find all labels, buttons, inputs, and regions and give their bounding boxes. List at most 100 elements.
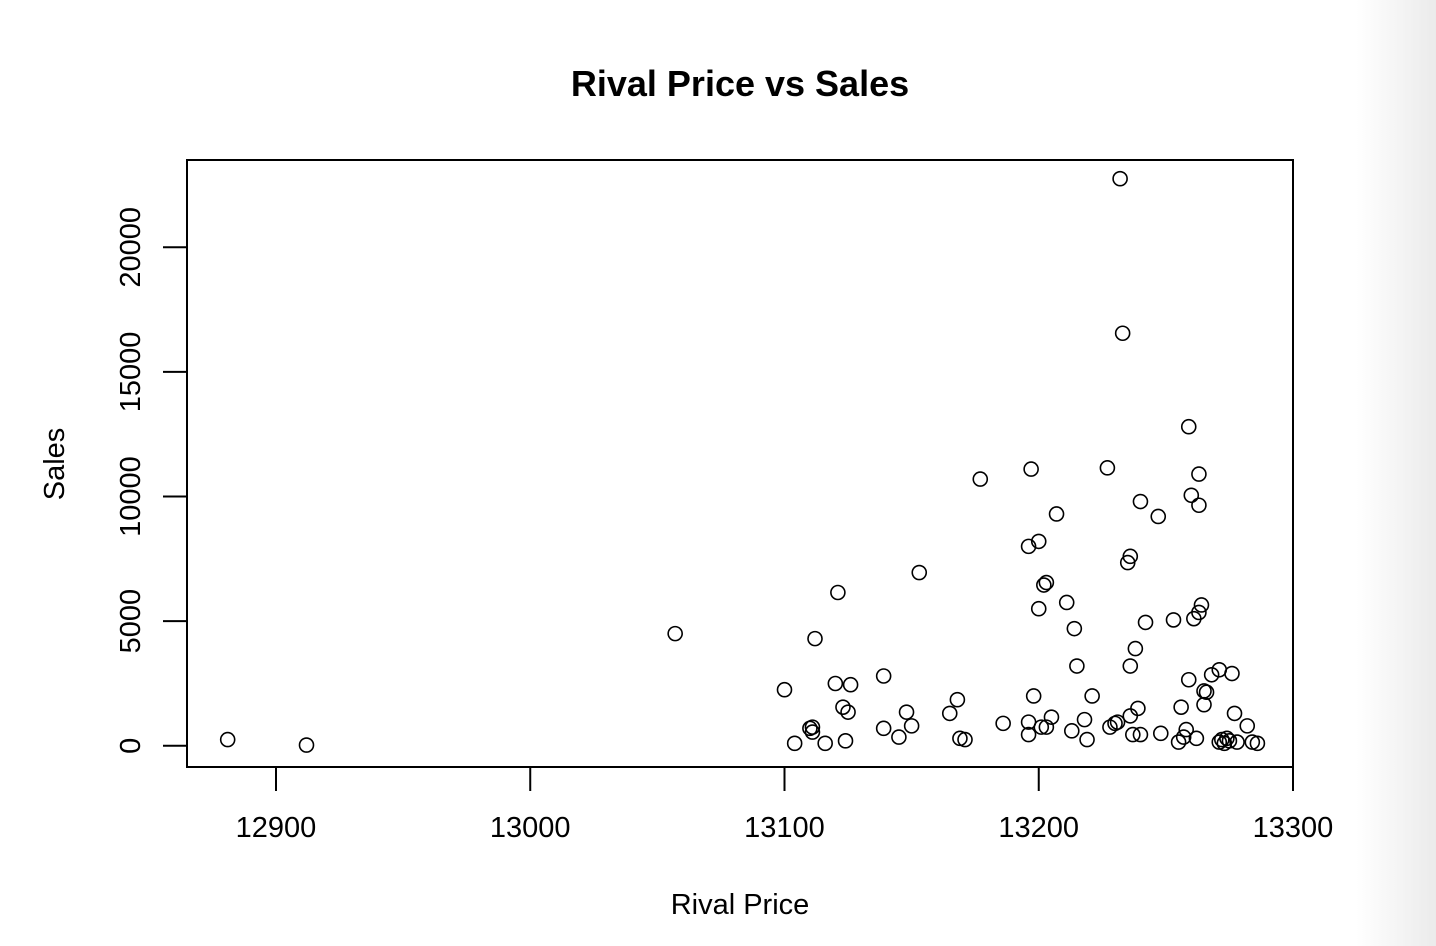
data-point <box>1183 487 1200 504</box>
y-axis-label: Sales <box>39 428 71 501</box>
data-point <box>972 471 989 487</box>
data-point <box>1229 734 1245 750</box>
data-point <box>1099 460 1116 476</box>
data-point <box>957 731 973 748</box>
data-point <box>842 676 859 693</box>
window-edge-shadow <box>1356 0 1436 946</box>
data-point <box>804 719 821 735</box>
data-point <box>1191 497 1207 514</box>
data-point <box>1130 700 1146 717</box>
data-point <box>875 668 892 684</box>
data-point <box>1084 688 1100 704</box>
data-point <box>776 681 793 698</box>
x-axis: 12900 13000 13100 13200 13300 <box>236 766 1334 844</box>
data-point <box>1132 493 1149 510</box>
data-point <box>898 704 915 720</box>
data-point <box>1102 719 1118 735</box>
data-point <box>1152 725 1169 742</box>
data-point <box>1122 708 1139 724</box>
data-point <box>1020 538 1037 555</box>
data-point <box>1249 735 1266 752</box>
data-point <box>1198 684 1215 701</box>
data-point <box>1020 726 1037 743</box>
data-point <box>1066 620 1083 637</box>
data-point <box>1114 325 1131 342</box>
data-point <box>1175 729 1192 745</box>
data-point <box>1122 658 1139 674</box>
data-point <box>1239 718 1256 734</box>
data-points <box>219 170 1266 753</box>
data-point <box>1043 709 1060 725</box>
data-point <box>903 718 920 734</box>
data-point <box>1038 574 1055 591</box>
data-point <box>1048 506 1065 522</box>
data-point <box>1076 711 1093 728</box>
data-point <box>219 731 236 748</box>
data-point <box>1132 726 1149 743</box>
data-point <box>1030 600 1047 617</box>
x-tick-label: 12900 <box>236 812 317 844</box>
data-point <box>1125 726 1141 743</box>
data-point <box>1064 723 1080 739</box>
x-axis-label: Rival Price <box>671 889 810 921</box>
data-point <box>1193 597 1210 613</box>
data-point <box>1112 170 1128 187</box>
data-point <box>1165 612 1182 628</box>
x-tick-label: 13100 <box>744 812 825 844</box>
data-point <box>1127 640 1144 657</box>
y-tick-label: 20000 <box>115 207 147 288</box>
data-point <box>1191 466 1207 482</box>
data-point <box>949 691 966 708</box>
data-point <box>891 729 907 745</box>
plot-frame <box>186 159 1294 768</box>
data-point <box>1025 688 1042 704</box>
data-point <box>1221 733 1238 749</box>
data-point <box>1069 658 1085 674</box>
data-point <box>1180 671 1197 688</box>
data-point <box>911 564 928 581</box>
data-point <box>1180 418 1197 435</box>
chart-title: Rival Price vs Sales <box>571 63 909 104</box>
data-point <box>1203 666 1220 683</box>
data-point <box>667 625 683 642</box>
data-point <box>1219 730 1235 747</box>
data-point <box>1109 714 1126 730</box>
data-point <box>1137 614 1154 631</box>
data-point <box>1170 734 1187 750</box>
y-tick-label: 10000 <box>115 456 147 537</box>
data-point <box>830 584 846 601</box>
x-tick-label: 13300 <box>1253 812 1334 844</box>
data-point <box>1196 696 1212 713</box>
data-point <box>1030 533 1047 550</box>
data-point <box>1036 577 1052 593</box>
data-point <box>804 724 821 740</box>
data-point <box>827 675 844 692</box>
data-point <box>835 699 851 715</box>
data-point <box>840 704 856 720</box>
data-point <box>837 733 854 749</box>
data-point <box>1226 705 1243 722</box>
data-point <box>1079 731 1095 748</box>
x-tick-label: 13000 <box>490 812 571 844</box>
data-point <box>1224 665 1240 682</box>
y-axis: 0 5000 10000 15000 20000 <box>115 207 188 754</box>
data-point <box>1178 721 1195 738</box>
y-tick-label: 15000 <box>115 332 147 413</box>
data-point <box>1058 594 1075 611</box>
data-point <box>298 737 315 753</box>
data-point <box>995 715 1011 732</box>
data-point <box>1173 699 1189 715</box>
data-point <box>817 735 833 752</box>
data-point <box>786 735 803 752</box>
data-point <box>1033 719 1050 735</box>
data-point <box>941 705 958 722</box>
data-point <box>1150 508 1167 525</box>
data-point <box>1191 604 1207 621</box>
x-tick-label: 13200 <box>998 812 1079 844</box>
data-point <box>1023 461 1039 477</box>
data-point <box>875 720 892 737</box>
y-tick-label: 0 <box>115 738 147 754</box>
data-point <box>1188 730 1205 747</box>
data-point <box>1122 548 1139 565</box>
